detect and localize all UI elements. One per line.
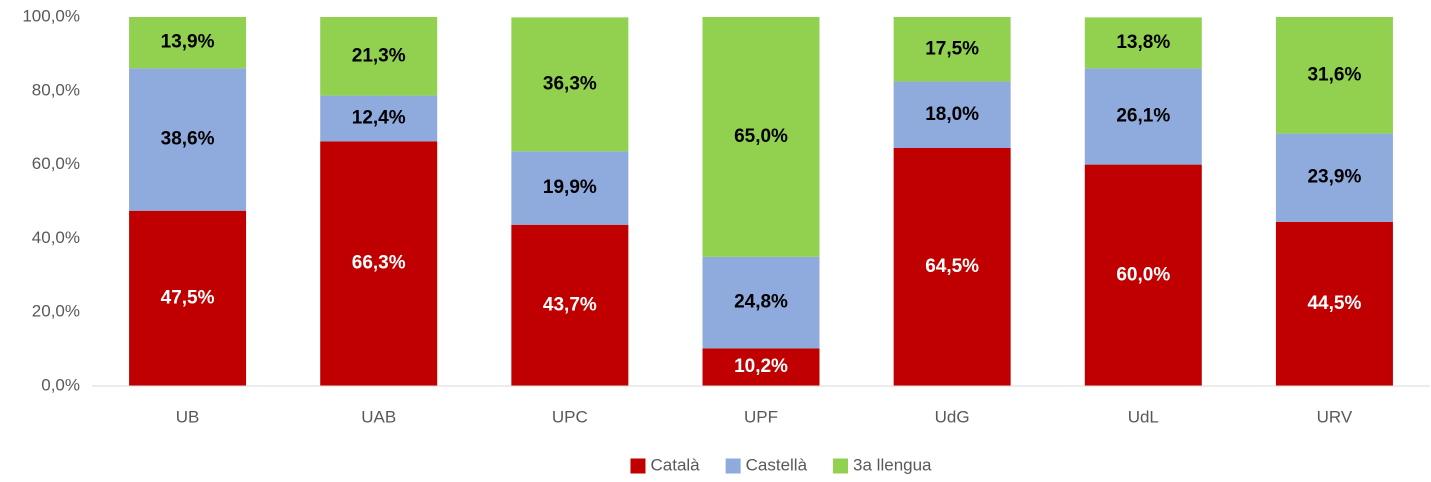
data-label: 23,9% <box>1307 167 1361 188</box>
bar-segment <box>511 17 629 152</box>
bar-segment <box>1275 133 1393 222</box>
data-label: 44,5% <box>1307 293 1361 314</box>
y-tick-label: 0,0% <box>41 375 80 394</box>
legend-label: Català <box>650 455 700 474</box>
data-label: 38,6% <box>161 129 215 150</box>
data-label: 60,0% <box>1116 264 1170 285</box>
legend-label: 3a llengua <box>853 455 932 474</box>
bar-segment <box>893 17 1011 82</box>
bar-segment <box>129 17 247 69</box>
data-label: 13,9% <box>161 32 215 53</box>
bar-segment <box>129 210 247 386</box>
bar-segment <box>893 147 1011 386</box>
bar-segment <box>1084 17 1202 69</box>
data-label: 31,6% <box>1307 64 1361 85</box>
data-label: 12,4% <box>352 107 406 128</box>
bar-segment <box>320 95 438 142</box>
bar-segment <box>702 348 820 386</box>
bar-segment <box>702 256 820 349</box>
x-tick-label: URV <box>1317 407 1353 426</box>
data-label: 13,8% <box>1116 32 1170 53</box>
y-tick-label: 80,0% <box>32 80 80 99</box>
data-label: 19,9% <box>543 177 597 198</box>
x-tick-label: UAB <box>361 407 396 426</box>
bar-segment <box>129 68 247 211</box>
data-label: 17,5% <box>925 38 979 59</box>
y-tick-label: 20,0% <box>32 302 80 321</box>
data-label: 18,0% <box>925 104 979 125</box>
bar-segment <box>893 81 1011 148</box>
x-tick-label: UdL <box>1128 407 1159 426</box>
data-label: 43,7% <box>543 294 597 315</box>
bar-segment <box>1275 221 1393 386</box>
y-tick-label: 60,0% <box>32 154 80 173</box>
data-label: 24,8% <box>734 292 788 313</box>
bar-segment <box>320 17 438 96</box>
legend-label: Castellà <box>746 455 808 474</box>
data-label: 10,2% <box>734 356 788 377</box>
data-label: 47,5% <box>161 287 215 308</box>
x-tick-label: UdG <box>935 407 970 426</box>
bar-segment <box>1275 17 1393 134</box>
legend-swatch <box>630 458 646 474</box>
data-label: 65,0% <box>734 126 788 147</box>
bar-segment <box>702 17 820 257</box>
data-label: 36,3% <box>543 73 597 94</box>
bar-segment <box>1084 68 1202 165</box>
bar-segment <box>511 224 629 386</box>
y-tick-label: 100,0% <box>22 6 80 25</box>
data-label: 64,5% <box>925 256 979 277</box>
bar-segment <box>1084 164 1202 386</box>
legend-swatch <box>833 458 849 474</box>
data-label: 66,3% <box>352 253 406 274</box>
bar-segment <box>320 141 438 386</box>
bar-segment <box>511 151 629 225</box>
data-label: 26,1% <box>1116 105 1170 126</box>
x-tick-label: UPF <box>744 407 778 426</box>
x-tick-label: UB <box>176 407 200 426</box>
legend-swatch <box>725 458 741 474</box>
data-label: 21,3% <box>352 45 406 66</box>
y-tick-label: 40,0% <box>32 228 80 247</box>
x-tick-label: UPC <box>552 407 588 426</box>
